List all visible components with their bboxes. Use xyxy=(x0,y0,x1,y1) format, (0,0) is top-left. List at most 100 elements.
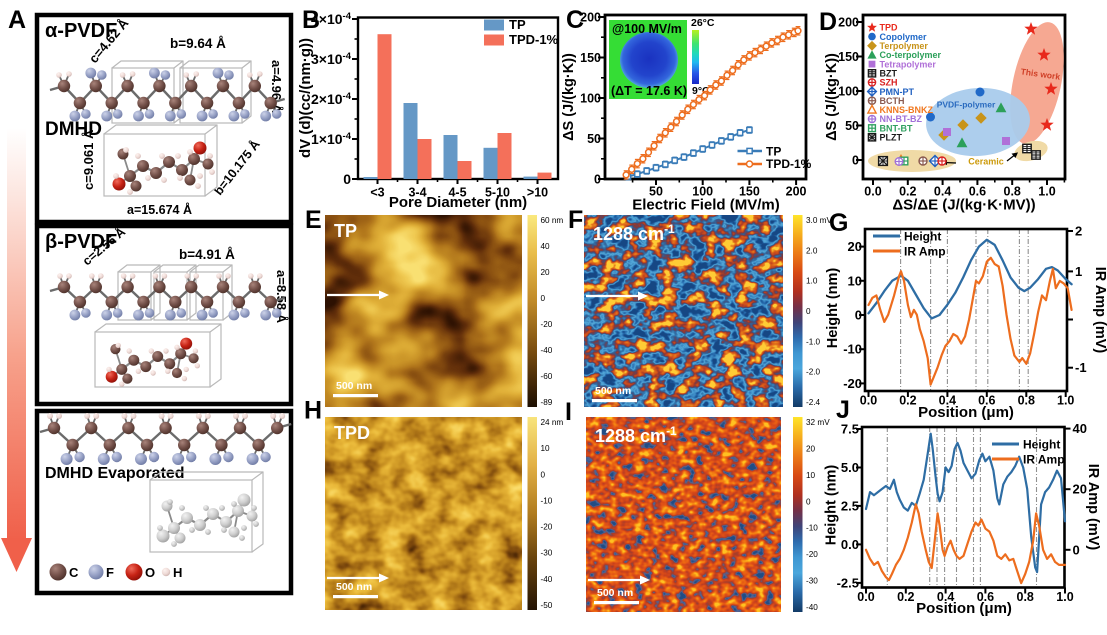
svg-text:0.0: 0.0 xyxy=(841,537,859,552)
svg-text:a=15.674 Å: a=15.674 Å xyxy=(127,202,192,217)
svg-text:BZT: BZT xyxy=(880,68,898,78)
svg-text:3×10-4: 3×10-4 xyxy=(311,51,352,67)
svg-text:Height: Height xyxy=(1023,438,1060,452)
svg-text:-40: -40 xyxy=(541,575,553,584)
svg-text:0.6: 0.6 xyxy=(978,394,995,408)
svg-text:H: H xyxy=(173,565,182,580)
svg-text:F: F xyxy=(106,565,114,580)
svg-text:150: 150 xyxy=(580,51,601,65)
svg-text:0: 0 xyxy=(852,154,859,168)
svg-text:ΔS/ΔE (J/(kg·K·MV)): ΔS/ΔE (J/(kg·K·MV)) xyxy=(892,197,1035,214)
svg-text:500 nm: 500 nm xyxy=(597,587,633,599)
svg-text:BNT-BT: BNT-BT xyxy=(880,123,913,133)
svg-text:0.6: 0.6 xyxy=(977,590,994,604)
svg-text:-20: -20 xyxy=(541,523,553,532)
svg-text:ΔS (J/(kg·K)): ΔS (J/(kg·K)) xyxy=(561,53,577,141)
svg-text:5.0: 5.0 xyxy=(841,460,859,475)
svg-text:-2.5: -2.5 xyxy=(837,575,859,590)
svg-text:2.5: 2.5 xyxy=(841,498,859,513)
svg-text:100: 100 xyxy=(580,92,601,106)
svg-text:TPD-1%: TPD-1% xyxy=(509,32,559,47)
svg-text:0.4: 0.4 xyxy=(934,185,951,199)
svg-text:Tetrapolymer: Tetrapolymer xyxy=(880,59,937,69)
svg-text:-30: -30 xyxy=(541,549,553,558)
svg-text:Height: Height xyxy=(904,230,941,244)
svg-text:20: 20 xyxy=(806,444,816,453)
svg-text:20: 20 xyxy=(541,268,551,277)
svg-text:1288 cm-1: 1288 cm-1 xyxy=(595,424,677,446)
svg-text:0: 0 xyxy=(594,173,601,187)
svg-text:2: 2 xyxy=(1075,224,1082,239)
svg-text:-10: -10 xyxy=(843,342,862,357)
svg-text:b=9.64 Å: b=9.64 Å xyxy=(170,36,226,51)
svg-text:500 nm: 500 nm xyxy=(336,380,372,392)
svg-text:B: B xyxy=(302,6,320,34)
svg-text:1: 1 xyxy=(1075,264,1082,279)
svg-text:0: 0 xyxy=(806,307,811,316)
svg-text:4-5: 4-5 xyxy=(448,186,466,200)
svg-text:J: J xyxy=(836,396,850,424)
svg-text:0: 0 xyxy=(541,470,546,479)
svg-text:0: 0 xyxy=(806,497,811,506)
svg-text:Terpolymer: Terpolymer xyxy=(880,41,929,51)
svg-text:ΔS (J/(kg·K)): ΔS (J/(kg·K)) xyxy=(824,53,840,141)
svg-text:KNNS-BNKZ: KNNS-BNKZ xyxy=(880,105,934,115)
svg-text:-1.0: -1.0 xyxy=(806,337,821,346)
svg-text:10: 10 xyxy=(541,444,551,453)
svg-text:50: 50 xyxy=(587,132,601,146)
svg-text:0.0: 0.0 xyxy=(857,590,874,604)
svg-text:TPD-1%: TPD-1% xyxy=(766,157,812,171)
svg-text:F: F xyxy=(568,206,583,234)
svg-text:b=4.91 Å: b=4.91 Å xyxy=(179,247,235,262)
svg-text:200: 200 xyxy=(580,11,601,25)
svg-text:-2.0: -2.0 xyxy=(806,368,821,377)
svg-text:1.0: 1.0 xyxy=(1057,394,1074,408)
svg-text:10: 10 xyxy=(848,273,862,288)
svg-text:TP: TP xyxy=(334,221,357,241)
svg-text:>10: >10 xyxy=(527,186,548,200)
svg-text:Position (μm): Position (μm) xyxy=(918,404,1014,421)
svg-text:-60: -60 xyxy=(541,372,553,381)
svg-text:Height (nm): Height (nm) xyxy=(824,465,840,546)
svg-text:IR Amp (mV): IR Amp (mV) xyxy=(1085,464,1101,551)
svg-text:C: C xyxy=(69,565,79,580)
svg-text:100: 100 xyxy=(838,85,859,99)
svg-text:0.2: 0.2 xyxy=(899,185,916,199)
svg-text:TP: TP xyxy=(766,145,781,159)
svg-text:-20: -20 xyxy=(541,320,553,329)
svg-text:500 nm: 500 nm xyxy=(595,385,631,397)
svg-text:2.0: 2.0 xyxy=(806,246,818,255)
svg-text:PVDF-polymer: PVDF-polymer xyxy=(937,100,996,110)
svg-text:G: G xyxy=(829,209,848,237)
svg-text:-89: -89 xyxy=(541,398,553,407)
svg-text:1.0: 1.0 xyxy=(1056,590,1073,604)
svg-text:DMHD Evaporated: DMHD Evaporated xyxy=(45,465,185,482)
svg-text:A: A xyxy=(8,6,26,34)
svg-text:3-4: 3-4 xyxy=(408,186,426,200)
svg-text:3.0 mV: 3.0 mV xyxy=(806,216,832,225)
svg-text:I: I xyxy=(565,398,572,426)
svg-text:DMHD: DMHD xyxy=(45,119,102,140)
svg-text:0.8: 0.8 xyxy=(1004,185,1021,199)
svg-text:200: 200 xyxy=(838,16,859,30)
svg-text:-10: -10 xyxy=(806,524,818,533)
svg-text:1×10-4: 1×10-4 xyxy=(311,131,352,147)
svg-text:5-10: 5-10 xyxy=(485,186,510,200)
svg-text:Ceramic: Ceramic xyxy=(968,157,1004,167)
svg-text:0.2: 0.2 xyxy=(899,394,916,408)
svg-text:-40: -40 xyxy=(806,603,818,612)
svg-text:Copolymer: Copolymer xyxy=(880,32,928,42)
svg-text:c=9.061 Å: c=9.061 Å xyxy=(81,129,96,190)
svg-text:C: C xyxy=(566,6,584,34)
svg-text:BCTH: BCTH xyxy=(880,96,905,106)
svg-text:0: 0 xyxy=(1073,542,1080,557)
svg-text:1.0: 1.0 xyxy=(1038,185,1055,199)
svg-text:0.6: 0.6 xyxy=(969,185,986,199)
svg-text:10: 10 xyxy=(806,471,816,480)
svg-text:TPD: TPD xyxy=(334,423,370,443)
svg-text:0.4: 0.4 xyxy=(937,590,954,604)
svg-text:H: H xyxy=(304,397,322,425)
svg-text:O: O xyxy=(145,565,155,580)
svg-text:0.4: 0.4 xyxy=(939,394,956,408)
svg-text:IR Amp: IR Amp xyxy=(904,245,946,259)
